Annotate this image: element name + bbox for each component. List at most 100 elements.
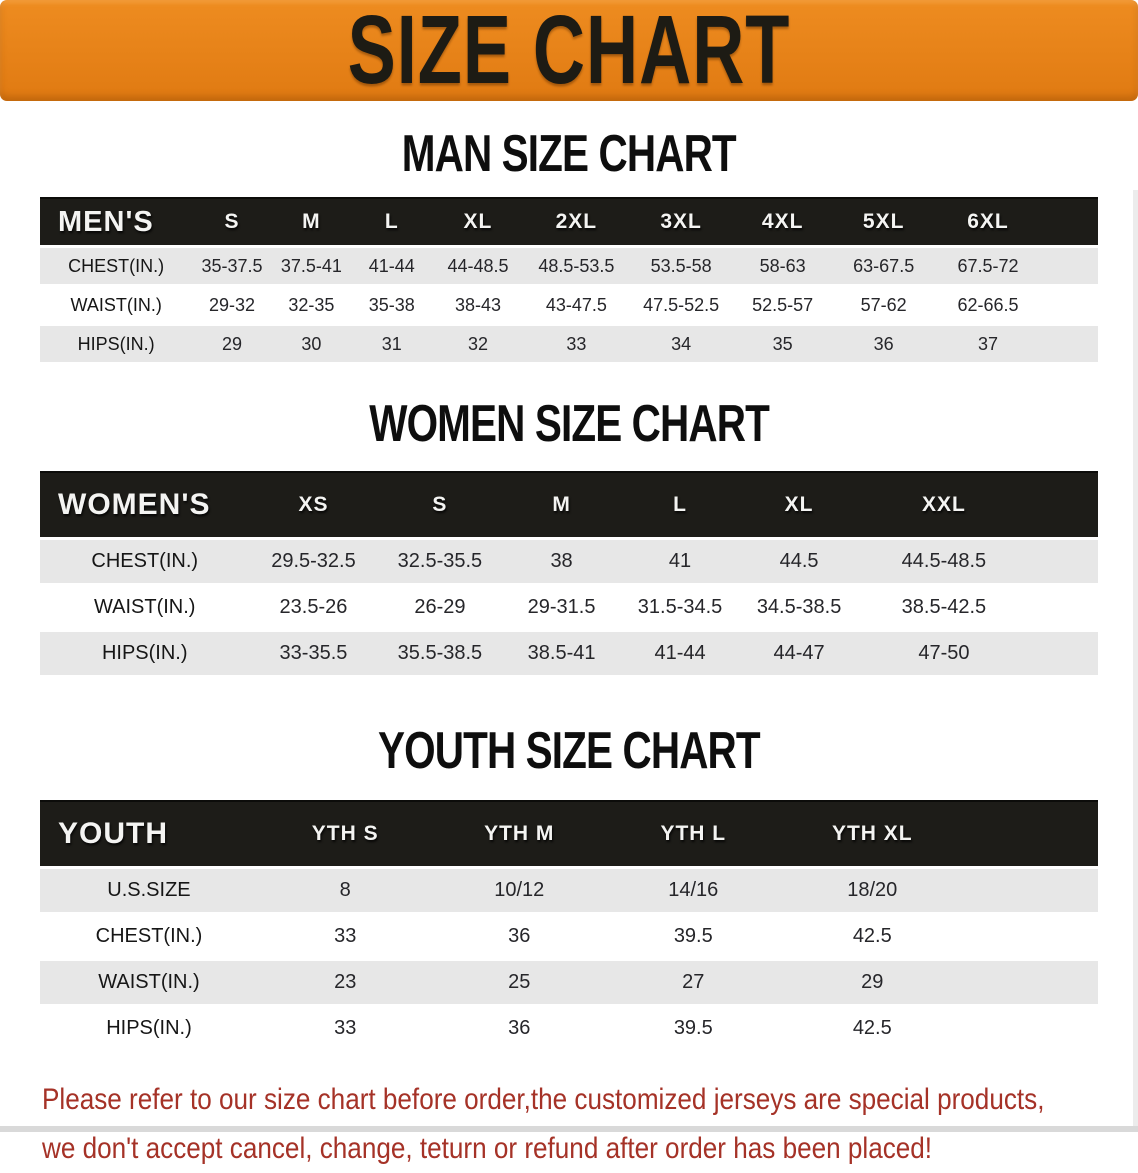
youth-size-column-header: YTH L bbox=[606, 800, 781, 869]
men-measurement-value: 29 bbox=[192, 324, 272, 365]
women-measurement-value: 33-35.5 bbox=[249, 630, 378, 678]
men-measurement-value: 44-48.5 bbox=[432, 246, 524, 287]
youth-measurement-value: 14/16 bbox=[606, 867, 781, 915]
youth-size-header-row: YOUTH YTH S YTH M YTH L YTH XL bbox=[40, 800, 1098, 869]
men-size-column-header: 3XL bbox=[629, 197, 733, 248]
men-measurement-value: 31 bbox=[351, 324, 433, 365]
youth-measurement-value: 39.5 bbox=[606, 1005, 781, 1053]
youth-measurement-value: 33 bbox=[257, 1005, 433, 1053]
youth-measurement-row-label: U.S.SIZE bbox=[40, 867, 258, 915]
women-measurement-value: 31.5-34.5 bbox=[620, 584, 740, 632]
men-measurement-row: CHEST(IN.) 35-37.5 37.5-41 41-44 44-48.5 48.5… bbox=[40, 246, 1098, 287]
women-measurement-value: 35.5-38.5 bbox=[377, 630, 503, 678]
men-measurement-row-label: HIPS(IN.) bbox=[40, 324, 193, 365]
men-measurement-value: 32-35 bbox=[271, 285, 352, 326]
women-size-header-row: WOMEN'S XS S M L XL XXL bbox=[40, 471, 1098, 540]
youth-size-column-header: YTH S bbox=[257, 800, 433, 869]
youth-measurement-row-label: CHEST(IN.) bbox=[40, 913, 258, 961]
men-measurement-value: 41-44 bbox=[351, 246, 433, 287]
men-measurement-value: 30 bbox=[271, 324, 352, 365]
women-size-column-header: L bbox=[620, 471, 740, 540]
women-measurement-value: 38.5-42.5 bbox=[858, 584, 1098, 632]
women-measurement-row-label: HIPS(IN.) bbox=[40, 630, 250, 678]
men-section-heading: MAN SIZE CHART bbox=[0, 123, 1138, 183]
youth-measurement-value: 42.5 bbox=[780, 913, 1098, 961]
women-group-label: WOMEN'S bbox=[40, 471, 250, 540]
men-measurement-value: 48.5-53.5 bbox=[523, 246, 630, 287]
men-measurement-value: 29-32 bbox=[192, 285, 272, 326]
men-measurement-value: 62-66.5 bbox=[935, 285, 1098, 326]
youth-measurement-value: 25 bbox=[432, 959, 606, 1007]
page-edge-bottom bbox=[0, 1126, 1138, 1132]
women-measurement-value: 41 bbox=[620, 538, 740, 586]
women-size-table: WOMEN'S XS S M L XL XXL CHEST(IN.) 29.5-32.5 32.5… bbox=[40, 471, 1098, 678]
women-measurement-value: 29-31.5 bbox=[502, 584, 621, 632]
men-measurement-value: 57-62 bbox=[832, 285, 935, 326]
men-size-column-header: M bbox=[271, 197, 352, 248]
men-measurement-value: 63-67.5 bbox=[832, 246, 935, 287]
women-measurement-value: 23.5-26 bbox=[249, 584, 378, 632]
women-size-column-header: M bbox=[502, 471, 621, 540]
men-section-heading-text: MAN SIZE CHART bbox=[401, 123, 737, 183]
banner-title: SIZE CHART bbox=[347, 0, 791, 105]
youth-measurement-value: 10/12 bbox=[432, 867, 606, 915]
youth-measurement-value: 39.5 bbox=[606, 913, 781, 961]
youth-size-column-header: YTH M bbox=[432, 800, 606, 869]
page-edge-right bbox=[1133, 190, 1138, 1132]
men-measurement-value: 52.5-57 bbox=[732, 285, 833, 326]
youth-measurement-row: WAIST(IN.) 23 25 27 29 bbox=[40, 959, 1098, 1007]
women-measurement-value: 41-44 bbox=[620, 630, 740, 678]
men-size-column-header: L bbox=[351, 197, 433, 248]
men-measurement-row-label: CHEST(IN.) bbox=[40, 246, 193, 287]
youth-measurement-row-label: WAIST(IN.) bbox=[40, 959, 258, 1007]
men-size-header-row: MEN'S S M L XL 2XL 3XL 4XL 5XL 6XL bbox=[40, 197, 1098, 248]
women-measurement-row: HIPS(IN.) 33-35.5 35.5-38.5 38.5-41 41-44 44-… bbox=[40, 630, 1098, 678]
youth-measurement-row: CHEST(IN.) 33 36 39.5 42.5 bbox=[40, 913, 1098, 961]
youth-section-heading: YOUTH SIZE CHART bbox=[0, 720, 1138, 780]
women-measurement-value: 44.5-48.5 bbox=[858, 538, 1098, 586]
youth-measurement-row-label: HIPS(IN.) bbox=[40, 1005, 258, 1053]
women-measurement-value: 26-29 bbox=[377, 584, 503, 632]
men-measurement-value: 33 bbox=[523, 324, 630, 365]
men-measurement-row-label: WAIST(IN.) bbox=[40, 285, 193, 326]
women-size-column-header: S bbox=[377, 471, 503, 540]
men-measurement-value: 53.5-58 bbox=[629, 246, 733, 287]
youth-measurement-value: 23 bbox=[257, 959, 433, 1007]
men-measurement-value: 34 bbox=[629, 324, 733, 365]
men-measurement-value: 43-47.5 bbox=[523, 285, 630, 326]
women-size-column-header: XS bbox=[249, 471, 378, 540]
men-measurement-value: 37 bbox=[935, 324, 1098, 365]
youth-measurement-value: 33 bbox=[257, 913, 433, 961]
women-measurement-row-label: WAIST(IN.) bbox=[40, 584, 250, 632]
women-measurement-value: 44-47 bbox=[739, 630, 859, 678]
women-measurement-row: WAIST(IN.) 23.5-26 26-29 29-31.5 31.5-34.5 34… bbox=[40, 584, 1098, 632]
women-measurement-value: 47-50 bbox=[858, 630, 1098, 678]
men-measurement-value: 67.5-72 bbox=[935, 246, 1098, 287]
men-measurement-value: 58-63 bbox=[732, 246, 833, 287]
women-measurement-value: 44.5 bbox=[739, 538, 859, 586]
men-measurement-value: 47.5-52.5 bbox=[629, 285, 733, 326]
men-measurement-value: 38-43 bbox=[432, 285, 524, 326]
women-measurement-value: 32.5-35.5 bbox=[377, 538, 503, 586]
men-measurement-value: 37.5-41 bbox=[271, 246, 352, 287]
women-section-heading: WOMEN SIZE CHART bbox=[0, 393, 1138, 453]
women-section-heading-text: WOMEN SIZE CHART bbox=[369, 393, 770, 453]
youth-size-column-header: YTH XL bbox=[780, 800, 1098, 869]
youth-section-heading-text: YOUTH SIZE CHART bbox=[378, 720, 761, 780]
women-measurement-row-label: CHEST(IN.) bbox=[40, 538, 250, 586]
men-group-label: MEN'S bbox=[40, 197, 193, 248]
women-measurement-value: 29.5-32.5 bbox=[249, 538, 378, 586]
men-measurement-value: 32 bbox=[432, 324, 524, 365]
youth-measurement-value: 36 bbox=[432, 1005, 606, 1053]
men-measurement-value: 35-37.5 bbox=[192, 246, 272, 287]
women-measurement-row: CHEST(IN.) 29.5-32.5 32.5-35.5 38 41 44.5 44.5… bbox=[40, 538, 1098, 586]
women-measurement-value: 38.5-41 bbox=[502, 630, 621, 678]
youth-measurement-value: 36 bbox=[432, 913, 606, 961]
youth-measurement-value: 8 bbox=[257, 867, 433, 915]
women-measurement-value: 38 bbox=[502, 538, 621, 586]
men-size-column-header: XL bbox=[432, 197, 524, 248]
size-chart-banner: SIZE CHART bbox=[0, 0, 1138, 105]
youth-measurement-row: HIPS(IN.) 33 36 39.5 42.5 bbox=[40, 1005, 1098, 1053]
youth-size-table: YOUTH YTH S YTH M YTH L YTH XL U.S.SIZE 8 10/12… bbox=[40, 800, 1098, 1053]
men-measurement-row: HIPS(IN.) 29 30 31 32 33 34 35 36 37 bbox=[40, 324, 1098, 365]
